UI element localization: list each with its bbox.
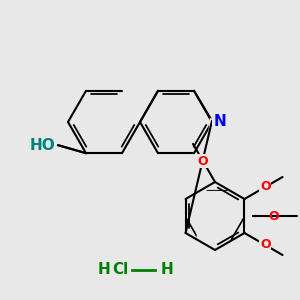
Text: O: O [269,209,279,223]
Text: HO: HO [32,138,55,152]
Text: N: N [214,115,227,130]
Text: O: O [260,181,271,194]
Text: O: O [198,155,208,168]
Text: HO: HO [29,138,55,153]
Text: Cl: Cl [112,262,128,278]
Text: N: N [214,115,226,129]
Text: O: O [260,238,271,251]
Text: H: H [160,262,173,278]
Text: H: H [98,262,110,278]
